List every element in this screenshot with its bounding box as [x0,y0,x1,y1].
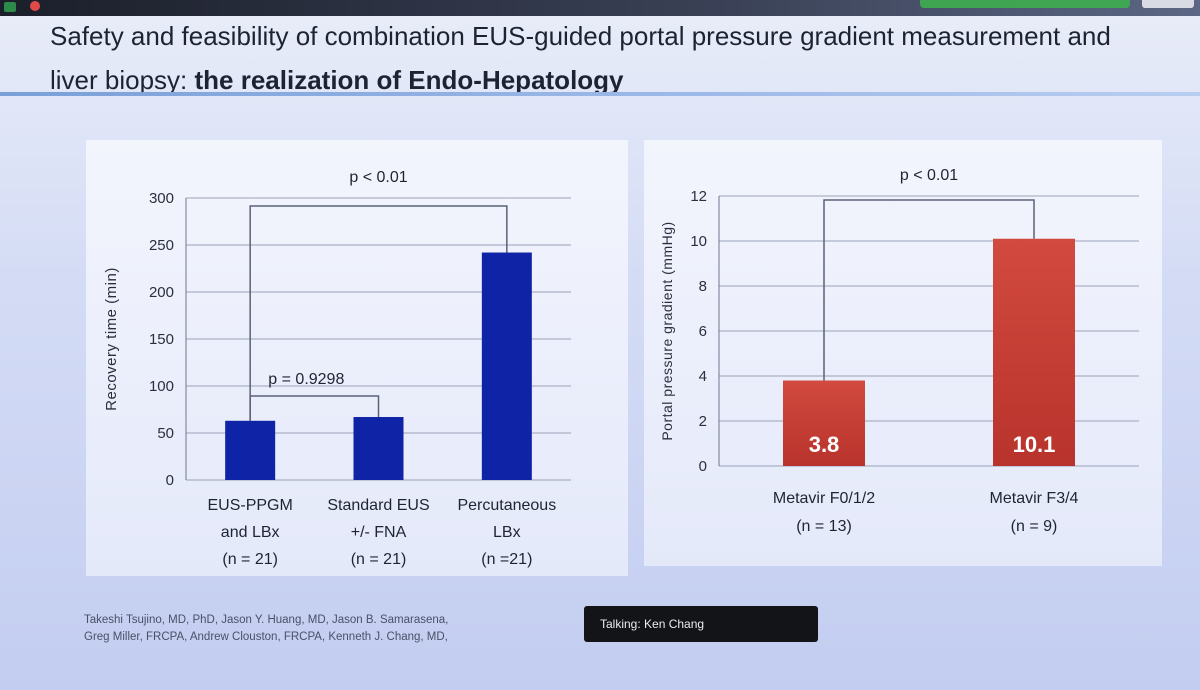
x-category-label: EUS-PPGM [207,497,292,514]
author-credits: Takeshi Tsujino, MD, PhD, Jason Y. Huang… [84,612,448,646]
y-tick-label: 0 [699,458,707,475]
x-category-label: Standard EUS [327,497,429,514]
y-tick-label: 10 [690,233,707,250]
slide-title: Safety and feasibility of combination EU… [50,14,1150,102]
x-category-label: and LBx [221,524,280,541]
y-tick-label: 300 [149,190,174,207]
bar [225,420,276,480]
screen-share-banner[interactable] [920,0,1130,8]
y-axis-label: Recovery time (min) [103,267,120,411]
x-category-label: Percutaneous [457,497,556,514]
significance-bracket [823,199,1035,381]
recovery-time-chart: 0 50 100 150 200 250 300 Recovery time (min) EUS… [103,169,571,568]
top-bar [0,0,1200,16]
bar [783,380,865,466]
x-category-label: Metavir F3/4 [990,490,1079,507]
x-category-label: (n =21) [481,551,532,568]
app-icon [4,2,16,12]
x-category-label: (n = 13) [796,518,852,535]
bar [481,252,532,480]
y-axis-label: Portal pressure gradient (mmHg) [659,221,675,440]
x-category-label: Metavir F0/1/2 [773,490,875,507]
y-tick-label: 8 [699,278,707,295]
slide-title-plain: Safety and feasibility of combination EU… [50,21,1111,95]
title-divider [0,92,1200,96]
x-category-label: (n = 9) [1011,518,1058,535]
bar-value-label: 3.8 [809,432,840,457]
significance-bracket [249,395,380,421]
x-category-label: (n = 21) [351,551,407,568]
x-category-label: LBx [493,524,521,541]
portal-pressure-chart: 0 2 4 6 8 10 12 Portal pressure gradient (mmHg)… [659,167,1139,535]
y-tick-label: 50 [157,425,174,442]
y-tick-label: 6 [699,323,707,340]
view-options-button[interactable] [1142,0,1194,8]
significance-bracket [249,205,508,421]
y-tick-label: 4 [699,368,707,385]
y-tick-label: 12 [690,188,707,205]
y-tick-label: 100 [149,378,174,395]
x-category-label: (n = 21) [222,551,278,568]
slide-title-bold: the realization of Endo-Hepatology [194,65,624,95]
record-icon [30,1,40,11]
x-category-label: +/- FNA [351,524,407,541]
bar-value-label: 10.1 [1013,432,1056,457]
y-tick-label: 200 [149,284,174,301]
y-tick-label: 0 [166,472,174,489]
significance-label: p < 0.01 [349,169,407,186]
credits-line-2: Greg Miller, FRCPA, Andrew Clouston, FRC… [84,631,448,643]
y-tick-label: 2 [699,413,707,430]
credits-line-1: Takeshi Tsujino, MD, PhD, Jason Y. Huang… [84,614,449,626]
portal-pressure-chart-panel: 0 2 4 6 8 10 12 Portal pressure gradient (mmHg)… [644,140,1162,566]
bar [993,238,1075,466]
significance-label: p = 0.9298 [268,371,344,388]
recovery-time-chart-panel: 0 50 100 150 200 250 300 Recovery time (min) EUS… [86,140,628,576]
talking-indicator: Talking: Ken Chang [584,606,818,642]
bar [353,417,404,480]
y-tick-label: 250 [149,237,174,254]
significance-label: p < 0.01 [900,167,958,184]
y-tick-label: 150 [149,331,174,348]
